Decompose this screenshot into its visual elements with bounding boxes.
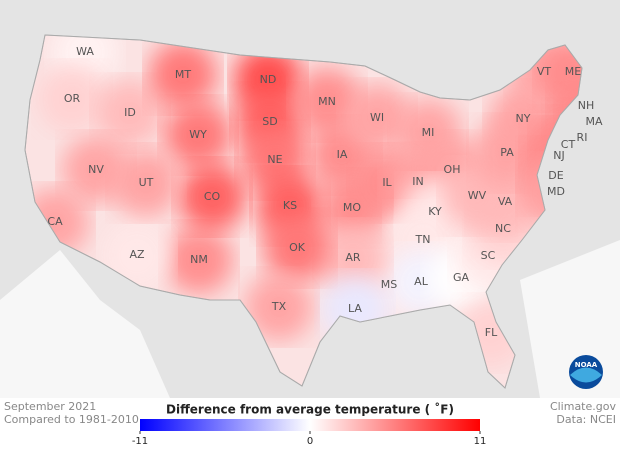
state-label: MT — [175, 68, 191, 81]
state-label: IL — [382, 176, 392, 189]
state-fill — [165, 226, 233, 294]
state-label: NC — [495, 222, 511, 235]
state-label: DE — [548, 169, 563, 182]
state-label: MD — [547, 185, 565, 198]
state-label: ND — [260, 73, 277, 86]
state-label: UT — [139, 176, 154, 189]
state-fill — [539, 38, 582, 106]
state-label: MI — [422, 126, 435, 139]
state-fill — [319, 224, 387, 292]
state-label: GA — [453, 271, 470, 284]
state-fill — [164, 101, 232, 169]
state-label: MS — [381, 278, 397, 291]
state-label: MA — [585, 115, 602, 128]
state-label: WY — [189, 128, 207, 141]
state-fill — [343, 84, 411, 152]
colorbar-tick-label: -11 — [132, 436, 148, 447]
state-label: NE — [267, 153, 282, 166]
state-label: IA — [337, 148, 348, 161]
state-label: NH — [578, 99, 595, 112]
ocean — [0, 250, 170, 398]
logo-text: NOAA — [575, 361, 598, 369]
state-label: WI — [370, 111, 384, 124]
state-label: OK — [289, 241, 306, 254]
state-label: OR — [64, 92, 81, 105]
state-fill — [263, 214, 331, 282]
state-label: CT — [561, 138, 576, 151]
state-label: ME — [565, 65, 581, 78]
state-label: SD — [262, 115, 277, 128]
baseline: Compared to 1981-2010 — [4, 413, 139, 426]
state-label: RI — [577, 131, 588, 144]
state-label: LA — [348, 302, 362, 315]
state-fill — [103, 221, 171, 289]
state-fill — [149, 41, 217, 109]
state-label: MN — [318, 95, 336, 108]
state-label: NY — [516, 112, 531, 125]
state-label: VA — [498, 195, 513, 208]
state-label: WA — [76, 45, 94, 58]
colorbar — [140, 419, 480, 431]
state-label: CO — [204, 190, 221, 203]
legend-title: Difference from average temperature ( ˚F… — [166, 402, 454, 417]
state-label: AZ — [129, 248, 145, 261]
state-label: FL — [485, 326, 498, 339]
state-label: KY — [428, 205, 442, 218]
state-fill — [38, 65, 106, 133]
state-fill — [178, 163, 246, 231]
state-label: VT — [537, 65, 552, 78]
state-label: TX — [271, 300, 287, 313]
state-label: AR — [345, 251, 361, 264]
state-label: NM — [190, 253, 208, 266]
state-fill — [62, 136, 130, 204]
state-label: MO — [343, 201, 361, 214]
colorbar-ticks: -11 0 11 — [132, 431, 487, 447]
colorbar-tick-label: 11 — [474, 436, 487, 447]
state-label: OH — [444, 163, 461, 176]
state-label: ID — [124, 106, 136, 119]
state-label: KS — [283, 199, 297, 212]
credit: Climate.gov — [550, 400, 617, 413]
period: September 2021 — [4, 400, 96, 413]
source: Data: NCEI — [556, 413, 616, 426]
state-label: AL — [414, 275, 429, 288]
state-label: IN — [412, 175, 423, 188]
state-label: PA — [500, 146, 514, 159]
state-label: NJ — [553, 149, 564, 162]
colorbar-tick-label: 0 — [307, 436, 313, 447]
state-label: WV — [468, 189, 487, 202]
state-fill — [96, 79, 164, 147]
state-label: TN — [415, 233, 431, 246]
logo-wave — [570, 367, 602, 383]
state-label: SC — [481, 249, 496, 262]
state-label: NV — [88, 163, 104, 176]
state-fill — [245, 273, 313, 341]
state-label: CA — [47, 215, 63, 228]
state-labels: WA OR ID MT WY ND SD NE KS MN IA MO WI IL MI IN OH KY TN MS… — [47, 45, 603, 339]
